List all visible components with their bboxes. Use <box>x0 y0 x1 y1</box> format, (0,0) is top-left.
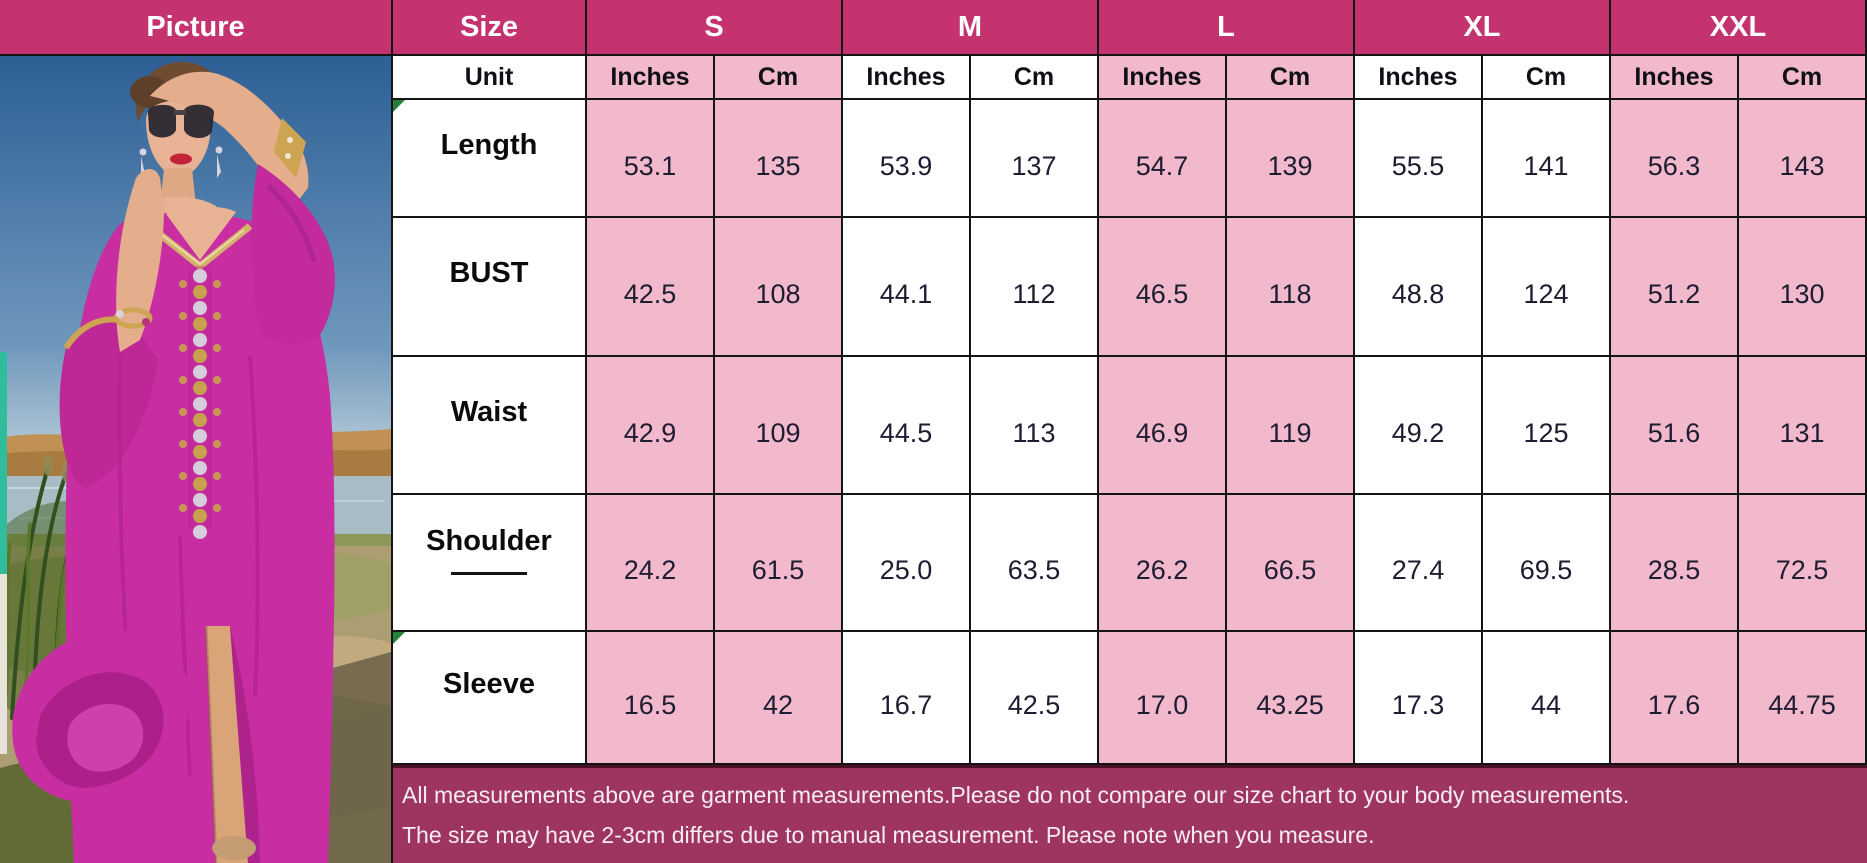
row-label-text: BUST <box>449 257 529 289</box>
table-cell: 46.5 <box>1099 218 1227 357</box>
corner-flag-icon <box>393 632 405 644</box>
underline-mark <box>451 571 527 575</box>
col-header-l: L <box>1099 0 1355 56</box>
table-cell: 55.5 <box>1355 100 1483 218</box>
product-photo <box>0 56 391 863</box>
unit-cm: Cm <box>971 56 1099 100</box>
table-cell: 16.5 <box>587 632 715 765</box>
row-label-sleeve: Sleeve <box>393 632 587 765</box>
table-cell: 124 <box>1483 218 1611 357</box>
table-cell: 113 <box>971 357 1099 495</box>
table-cell: 125 <box>1483 357 1611 495</box>
unit-cm: Cm <box>715 56 843 100</box>
note-line-1: All measurements above are garment measu… <box>402 781 1630 808</box>
unit-cm: Cm <box>1483 56 1611 100</box>
table-cell: 56.3 <box>1611 100 1739 218</box>
row-label-length: Length <box>393 100 587 218</box>
unit-cm: Cm <box>1739 56 1867 100</box>
table-cell: 48.8 <box>1355 218 1483 357</box>
unit-inches: Inches <box>843 56 971 100</box>
measurement-row-bust: BUST 42.5 108 44.1 112 46.5 118 48.8 124… <box>393 218 1867 357</box>
table-cell: 112 <box>971 218 1099 357</box>
table-cell: 42 <box>715 632 843 765</box>
table-cell: 25.0 <box>843 495 971 632</box>
unit-cm: Cm <box>1227 56 1355 100</box>
table-cell: 69.5 <box>1483 495 1611 632</box>
picture-header: Picture <box>0 0 391 56</box>
table-cell: 119 <box>1227 357 1355 495</box>
measurement-row-shoulder: Shoulder 24.2 61.5 25.0 63.5 26.2 66.5 2… <box>393 495 1867 632</box>
table-cell: 54.7 <box>1099 100 1227 218</box>
table-cell: 42.5 <box>971 632 1099 765</box>
measurement-row-waist: Waist 42.9 109 44.5 113 46.9 119 49.2 12… <box>393 357 1867 495</box>
unit-inches: Inches <box>1355 56 1483 100</box>
col-header-s: S <box>587 0 843 56</box>
table-cell: 135 <box>715 100 843 218</box>
table-cell: 108 <box>715 218 843 357</box>
row-label-shoulder: Shoulder <box>393 495 587 632</box>
unit-inches: Inches <box>1099 56 1227 100</box>
size-header: Size <box>393 0 587 56</box>
table-cell: 44 <box>1483 632 1611 765</box>
size-table: Size S M L XL XXL Unit Inches Cm Inches … <box>393 0 1867 863</box>
table-cell: 24.2 <box>587 495 715 632</box>
unit-row: Unit Inches Cm Inches Cm Inches Cm Inche… <box>393 56 1867 100</box>
row-label-text: Length <box>440 128 538 161</box>
table-cell: 27.4 <box>1355 495 1483 632</box>
unit-header: Unit <box>393 56 587 100</box>
measurement-row-sleeve: Sleeve 16.5 42 16.7 42.5 17.0 43.25 17.3… <box>393 632 1867 765</box>
unit-inches: Inches <box>1611 56 1739 100</box>
table-cell: 44.1 <box>843 218 971 357</box>
row-label-bust: BUST <box>393 218 587 357</box>
table-cell: 53.9 <box>843 100 971 218</box>
col-header-m: M <box>843 0 1099 56</box>
table-cell: 44.75 <box>1739 632 1867 765</box>
row-label-text: Sleeve <box>443 668 535 700</box>
col-header-xl: XL <box>1355 0 1611 56</box>
table-cell: 46.9 <box>1099 357 1227 495</box>
table-cell: 26.2 <box>1099 495 1227 632</box>
table-cell: 139 <box>1227 100 1355 218</box>
row-label-text: Shoulder <box>426 524 552 557</box>
table-cell: 143 <box>1739 100 1867 218</box>
table-cell: 137 <box>971 100 1099 218</box>
measurement-row-length: Length 53.1 135 53.9 137 54.7 139 55.5 1… <box>393 100 1867 218</box>
table-cell: 16.7 <box>843 632 971 765</box>
table-cell: 49.2 <box>1355 357 1483 495</box>
size-header-row: Size S M L XL XXL <box>393 0 1867 56</box>
col-header-xxl: XXL <box>1611 0 1867 56</box>
table-cell: 44.5 <box>843 357 971 495</box>
table-cell: 28.5 <box>1611 495 1739 632</box>
table-cell: 42.5 <box>587 218 715 357</box>
table-cell: 118 <box>1227 218 1355 357</box>
table-cell: 53.1 <box>587 100 715 218</box>
table-cell: 17.6 <box>1611 632 1739 765</box>
table-cell: 43.25 <box>1227 632 1355 765</box>
unit-inches: Inches <box>587 56 715 100</box>
picture-column: Picture <box>0 0 393 863</box>
table-cell: 72.5 <box>1739 495 1867 632</box>
table-cell: 51.2 <box>1611 218 1739 357</box>
table-cell: 17.3 <box>1355 632 1483 765</box>
table-cell: 42.9 <box>587 357 715 495</box>
row-label-text: Waist <box>450 395 528 428</box>
table-cell: 109 <box>715 357 843 495</box>
table-cell: 17.0 <box>1099 632 1227 765</box>
notes-bar: All measurements above are garment measu… <box>393 765 1867 863</box>
corner-flag-icon <box>393 100 405 112</box>
table-cell: 51.6 <box>1611 357 1739 495</box>
table-cell: 141 <box>1483 100 1611 218</box>
table-cell: 131 <box>1739 357 1867 495</box>
table-cell: 61.5 <box>715 495 843 632</box>
note-line-2: The size may have 2-3cm differs due to m… <box>402 821 1375 848</box>
table-cell: 63.5 <box>971 495 1099 632</box>
row-label-waist: Waist <box>393 357 587 495</box>
table-cell: 130 <box>1739 218 1867 357</box>
table-cell: 66.5 <box>1227 495 1355 632</box>
